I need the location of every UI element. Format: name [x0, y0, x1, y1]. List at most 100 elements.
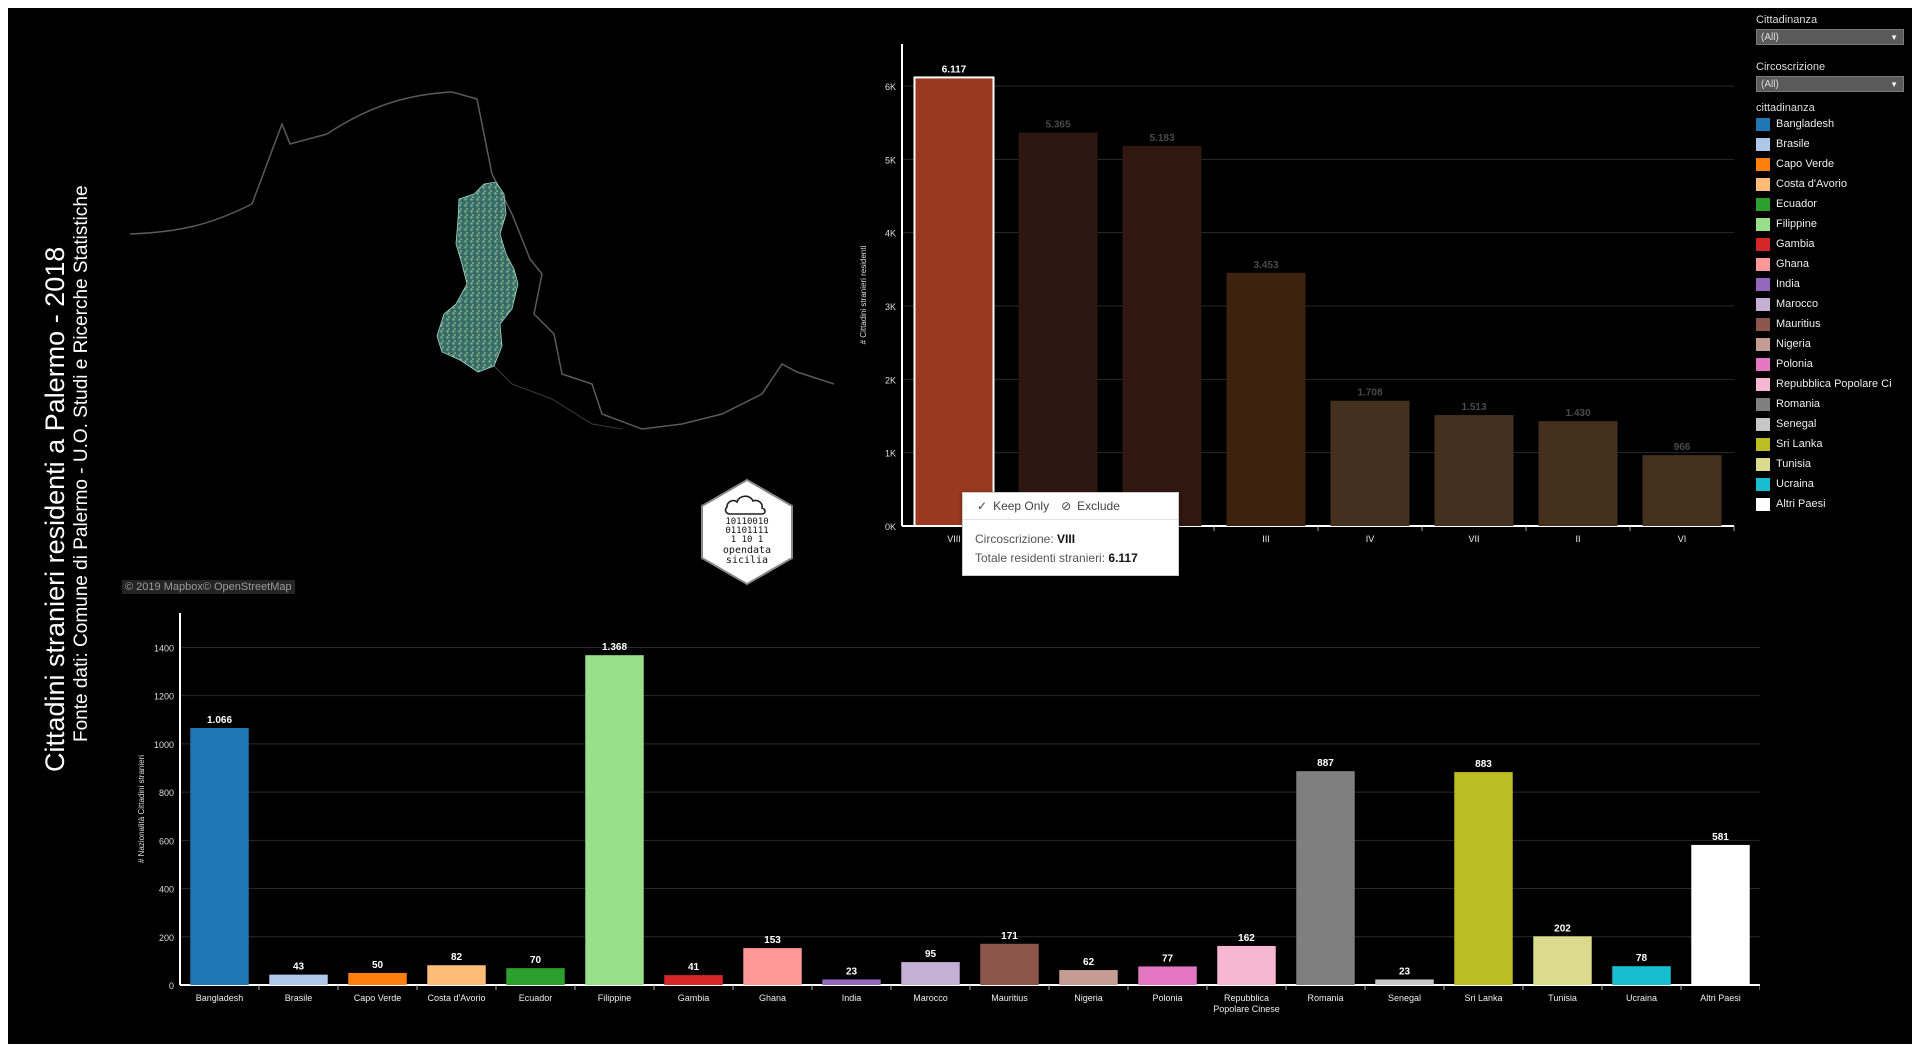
bar[interactable]	[1138, 966, 1197, 985]
bar[interactable]	[1122, 145, 1202, 526]
legend-item[interactable]: Romania	[1756, 394, 1916, 414]
legend-swatch	[1756, 137, 1770, 151]
bar-value-label: 153	[764, 935, 781, 946]
bar[interactable]	[1612, 966, 1671, 985]
bar[interactable]	[1642, 455, 1722, 526]
legend-swatch	[1756, 337, 1770, 351]
bar-value-label: 162	[1238, 933, 1255, 944]
bar[interactable]	[190, 727, 249, 985]
bar[interactable]	[1018, 132, 1098, 527]
city-area[interactable]	[436, 181, 519, 373]
legend-item[interactable]: Marocco	[1756, 294, 1916, 314]
x-tick-label: Brasile	[285, 993, 313, 1003]
bar[interactable]	[427, 965, 486, 985]
legend-swatch	[1756, 317, 1770, 331]
bar[interactable]	[1454, 772, 1513, 985]
legend-item[interactable]: Senegal	[1756, 414, 1916, 434]
keep-only-label: Keep Only	[993, 499, 1050, 513]
x-tick-label: Sri Lanka	[1464, 993, 1502, 1003]
bar[interactable]	[348, 972, 407, 985]
legend-item[interactable]: Mauritius	[1756, 314, 1916, 334]
bar[interactable]	[1059, 970, 1118, 985]
bar[interactable]	[1538, 421, 1618, 526]
legend-item[interactable]: Filippine	[1756, 214, 1916, 234]
x-tick-label: IV	[1366, 534, 1375, 544]
legend-item[interactable]: Sri Lanka	[1756, 434, 1916, 454]
y-tick-label: 4K	[885, 229, 896, 239]
legend-label: Ecuador	[1776, 198, 1817, 210]
bar[interactable]	[1434, 415, 1514, 526]
bar[interactable]	[1330, 400, 1410, 526]
bar[interactable]	[913, 76, 995, 527]
legend-label: Senegal	[1776, 418, 1817, 430]
dashboard-subtitle: Fonte dati: Comune di Palermo - U.O. Stu…	[71, 185, 88, 742]
filter-circoscrizione-select[interactable]: (All) ▼	[1756, 76, 1904, 92]
bar[interactable]	[822, 979, 881, 985]
legend-label: Sri Lanka	[1776, 438, 1823, 450]
chevron-down-icon[interactable]: ▼	[1890, 33, 1898, 42]
x-tick-label: Ecuador	[519, 993, 553, 1003]
keep-only-button[interactable]: ✓ Keep Only	[977, 499, 1049, 513]
y-tick-label: 0K	[885, 522, 896, 532]
filter-cittadinanza-select[interactable]: (All) ▼	[1756, 29, 1904, 45]
legend-swatch	[1756, 437, 1770, 451]
bar-value-label: 1.513	[1461, 402, 1486, 413]
legend-swatch	[1756, 157, 1770, 171]
x-tick-label: Marocco	[913, 993, 948, 1003]
legend-swatch	[1756, 377, 1770, 391]
legend-item[interactable]: Altri Paesi	[1756, 494, 1916, 514]
bar-value-label: 23	[846, 966, 858, 977]
legend-item[interactable]: Ghana	[1756, 254, 1916, 274]
bar[interactable]	[743, 948, 802, 985]
legend-item[interactable]: Nigeria	[1756, 334, 1916, 354]
bar[interactable]	[506, 968, 565, 985]
legend-item[interactable]: Ecuador	[1756, 194, 1916, 214]
legend-label: Filippine	[1776, 218, 1817, 230]
palermo-map[interactable]	[122, 84, 842, 594]
legend-item[interactable]: Polonia	[1756, 354, 1916, 374]
bar[interactable]	[901, 962, 960, 985]
chevron-down-icon[interactable]: ▼	[1890, 80, 1898, 89]
bar[interactable]	[1533, 936, 1592, 985]
legend-label: Bangladesh	[1776, 118, 1835, 130]
legend-item[interactable]: Capo Verde	[1756, 154, 1916, 174]
bar-value-label: 23	[1399, 966, 1411, 977]
legend-item[interactable]: Gambia	[1756, 234, 1916, 254]
bar-value-label: 966	[1674, 442, 1691, 453]
legend-item[interactable]: Tunisia	[1756, 454, 1916, 474]
bar[interactable]	[269, 974, 328, 985]
bar[interactable]	[585, 655, 644, 985]
bar[interactable]	[1217, 945, 1276, 985]
legend-item[interactable]: Ucraina	[1756, 474, 1916, 494]
legend-label: Marocco	[1776, 298, 1819, 310]
exclude-button[interactable]: ⊘ Exclude	[1061, 499, 1120, 513]
x-tick-label: Filippine	[598, 993, 632, 1003]
legend-item[interactable]: Costa d'Avorio	[1756, 174, 1916, 194]
logo-binary-3: 1 10 1	[731, 535, 764, 545]
tooltip-row2-value: 6.117	[1108, 551, 1138, 565]
x-tick-label: VI	[1678, 534, 1687, 544]
legend-item[interactable]: Brasile	[1756, 134, 1916, 154]
legend-label: Repubblica Popolare Ci	[1776, 378, 1892, 390]
bar[interactable]	[980, 943, 1039, 985]
map-attribution[interactable]: © 2019 Mapbox© OpenStreetMap	[122, 580, 295, 594]
legend-item[interactable]: Bangladesh	[1756, 114, 1916, 134]
circoscrizione-chart[interactable]: 0K 1K 2K 3K 4K 5K 6K # Cittadini stranieri resi…	[850, 8, 1760, 598]
tooltip: ✓ Keep Only ⊘ Exclude Circoscrizione: VI…	[962, 492, 1179, 576]
tooltip-row2-label: Totale residenti stranieri:	[975, 551, 1106, 565]
y-tick-label: 6K	[885, 82, 896, 92]
legend-item[interactable]: India	[1756, 274, 1916, 294]
legend-label: Nigeria	[1776, 338, 1811, 350]
bar[interactable]	[1296, 771, 1355, 985]
nazionalita-chart[interactable]: 0 200 400 600 800 1000 1200 1400 # Nazionalità C…	[130, 598, 1761, 1038]
y-tick-label: 400	[159, 885, 174, 895]
legend-item[interactable]: Repubblica Popolare Ci	[1756, 374, 1916, 394]
legend-swatch	[1756, 217, 1770, 231]
y-tick-label: 800	[159, 788, 174, 798]
bar[interactable]	[1691, 844, 1750, 985]
filter-cittadinanza-value: (All)	[1761, 32, 1779, 43]
bar[interactable]	[664, 975, 723, 985]
logo-binary-1: 10110010	[725, 517, 768, 527]
bar[interactable]	[1226, 272, 1306, 526]
bar[interactable]	[1375, 979, 1434, 985]
